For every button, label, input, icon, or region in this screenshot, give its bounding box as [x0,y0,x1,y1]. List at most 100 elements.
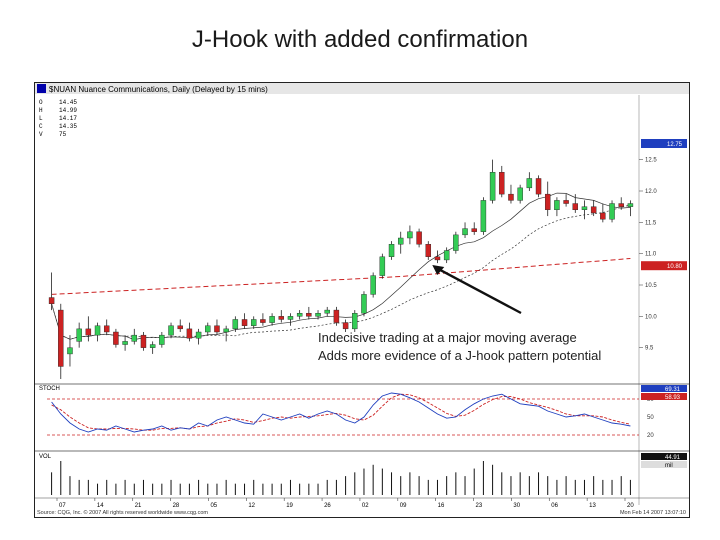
current-price-tag [641,139,687,148]
price-tick-label: 12.0 [645,189,657,195]
candle-body [214,325,220,333]
candle-body [342,322,349,330]
volume-tag [641,453,687,460]
stoch-tag [641,385,687,392]
candle-body [296,312,303,317]
candle-body [58,309,64,367]
x-tick-label: 12 [248,503,255,509]
stoch-k-line [51,392,631,433]
volume-label: VOL [39,454,52,460]
candle-body [388,244,395,257]
candle-body [94,325,101,336]
chart-header-bar [35,83,689,94]
candle-body [76,328,82,342]
slide-title: J-Hook with added confirmation [191,26,529,53]
candle-body [186,328,193,339]
x-tick-label: 23 [476,503,483,509]
candle-body [205,325,211,333]
candle-body [590,206,597,214]
candle-body [508,193,514,201]
candle-body [544,193,551,210]
candle-body [333,309,340,323]
candle-body [269,316,275,323]
annotation-arrow-line [437,267,522,315]
current-price-tag-label: 12.75 [667,142,683,148]
stoch-tag [641,393,687,400]
candle-body [361,294,367,314]
candle-body [572,203,579,210]
candle-body [425,244,432,257]
stoch-tag-label: 69.31 [665,387,681,393]
annotation-arrow-head [432,264,445,275]
candle-body [609,203,615,220]
candle-body [250,319,257,326]
stoch-tick-label: 20 [647,433,654,439]
candle-body [113,331,119,345]
price-tick-label: 11.5 [645,220,657,226]
ohlc-value: 75 [59,131,67,138]
annotation-line-1: Indecisive trading at a major moving ave… [318,330,577,345]
candle-body [618,203,624,207]
candle-body [627,203,634,207]
ma-long-line [51,258,631,295]
chart-footer-timestamp: Mon Feb 14 2007 13:07:10 [620,510,686,516]
candle-body [462,228,468,236]
x-tick-label: 13 [589,503,596,509]
price-tick-label: 11.0 [645,252,657,258]
candle-body [241,319,248,326]
x-tick-label: 16 [438,503,445,509]
candle-body [379,256,386,276]
candle-body [517,187,523,201]
x-tick-label: 14 [97,503,104,509]
ohlc-label: H [39,107,43,114]
x-tick-label: 19 [286,503,293,509]
chart-footer-source: Source: CQG, Inc. © 2007 All rights rese… [37,509,208,516]
candle-body [499,171,505,195]
x-tick-label: 07 [59,503,66,509]
candle-body [223,328,229,333]
ohlc-label: V [39,131,43,138]
x-tick-label: 30 [513,503,520,509]
price-tick-label: 10.0 [645,314,657,320]
header-symbol-icon [37,84,46,93]
ohlc-label: O [39,99,43,106]
volume-tag-label: 44.91 [665,455,681,461]
ma-price-tag [641,261,687,271]
volume-tag-label: mil [665,463,673,469]
candle-body [324,309,330,314]
candle-body [416,231,422,245]
candle-body [122,341,128,345]
candle-body [443,250,450,261]
candle-body [434,256,441,261]
candle-body [306,312,312,317]
ma-20-line [51,204,631,340]
candle-body [352,312,358,330]
x-tick-label: 20 [627,503,634,509]
volume-tag [641,461,687,468]
candle-body [140,334,147,348]
candle-body [453,234,459,251]
x-tick-label: 02 [362,503,369,509]
candle-body [278,316,285,320]
candle-body [232,319,239,330]
candlestick-chart: $NUAN Nuance Communications, Daily (Dela… [35,83,689,516]
price-tick-label: 12.5 [645,158,657,164]
candle-body [131,334,138,342]
ohlc-value: 14.99 [59,107,77,114]
candle-body [397,237,404,245]
chart-panel: $NUAN Nuance Communications, Daily (Dela… [34,82,690,518]
candle-body [287,316,294,320]
x-tick-label: 21 [135,503,142,509]
candle-body [315,312,321,317]
candle-body [554,200,560,211]
price-tick-label: 10.5 [645,283,657,289]
x-tick-label: 06 [551,503,558,509]
price-tick-label: 9.5 [645,346,654,352]
ohlc-label: C [39,123,43,130]
candle-body [159,334,165,345]
candle-body [471,228,477,232]
candle-body [67,347,73,355]
annotation-line-2: Adds more evidence of a J-hook pattern p… [318,348,602,363]
stoch-tag-label: 58.93 [665,395,681,401]
candle-body [489,171,496,201]
